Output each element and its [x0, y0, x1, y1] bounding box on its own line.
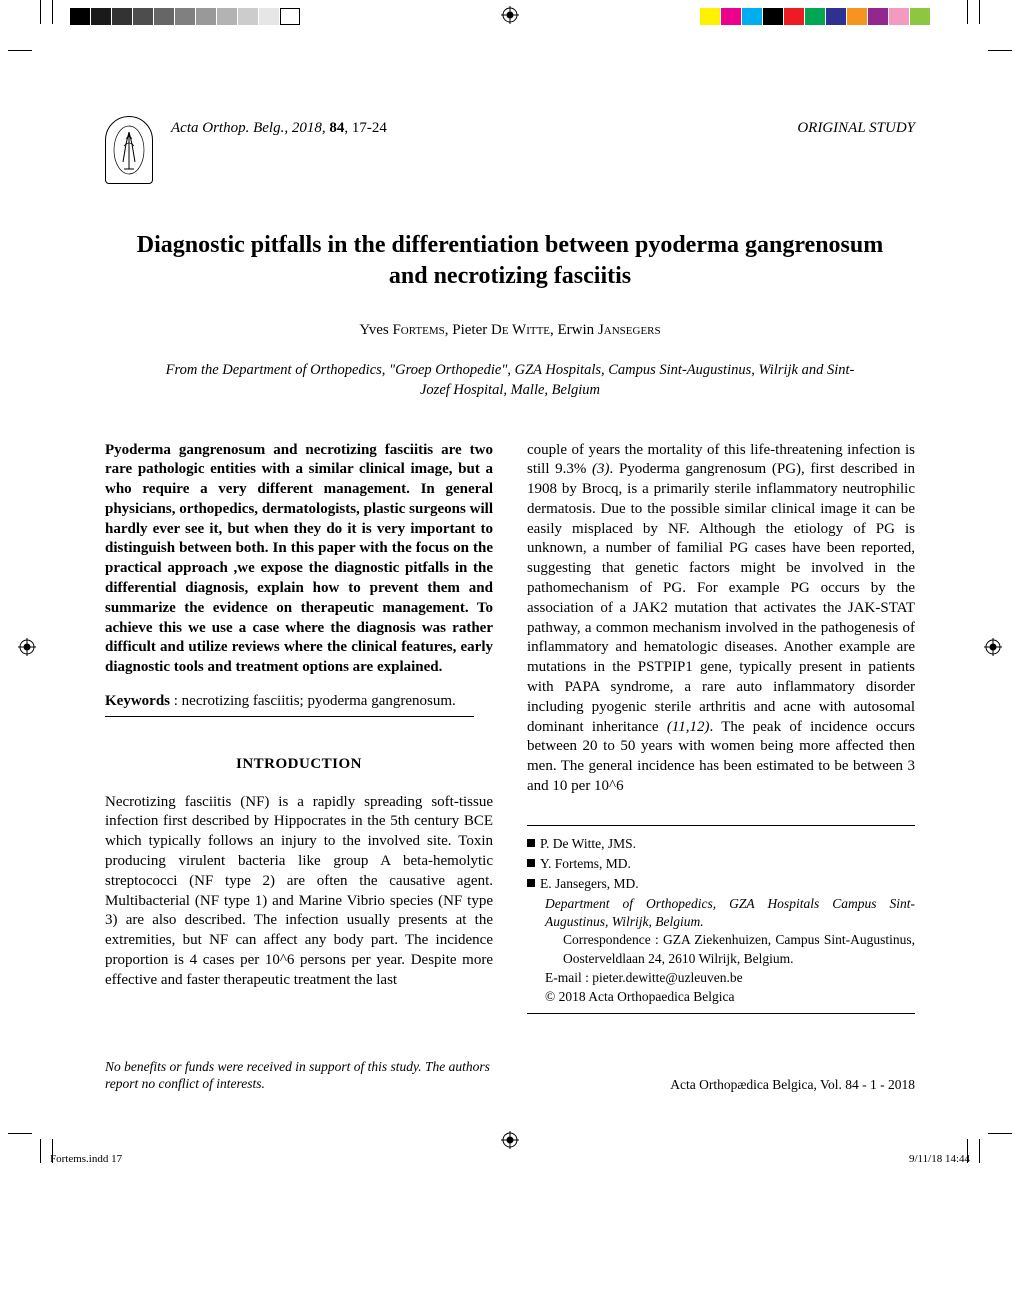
correspondence-text: Correspondence : GZA Ziekenhuizen, Campu… [563, 932, 915, 966]
article-footer: No benefits or funds were received in su… [105, 1058, 915, 1093]
author-email: E-mail : pieter.dewitte@uzleuven.be [527, 969, 915, 988]
gray-calibration-bar [70, 8, 300, 25]
author-first: Yves [359, 322, 392, 338]
citation-year: , 2018, [284, 120, 329, 136]
author-info-line: E. Jansegers, MD. [527, 874, 915, 894]
right-column: couple of years the mortality of this li… [527, 441, 915, 1014]
crop-mark [967, 0, 968, 24]
indesign-filename: Fortems.indd 17 [50, 1153, 122, 1165]
author-surname: Jansegers [598, 322, 661, 338]
swatch [847, 8, 867, 25]
swatch [910, 8, 930, 25]
keywords-line: Keywords : necrotizing fasciitis; pyoder… [105, 692, 493, 712]
printer-marks-top [0, 0, 1020, 36]
swatch [280, 8, 300, 25]
copyright-notice: © 2018 Acta Orthopaedica Belgica [527, 988, 915, 1007]
article-citation: Acta Orthop. Belg., 2018, 84, 17-24 [171, 120, 387, 137]
citation-ref: (11,12) [667, 719, 710, 735]
introduction-paragraph-left: Necrotizing fasciitis (NF) is a rapidly … [105, 793, 493, 991]
swatch [700, 8, 720, 25]
abstract-text: Pyoderma gangrenosum and necrotizing fas… [105, 441, 493, 679]
citation-volume: 84 [329, 120, 344, 136]
keywords-value: : necrotizing fasciitis; pyoderma gangre… [170, 693, 456, 709]
swatch [763, 8, 783, 25]
article-title: Diagnostic pitfalls in the differentiati… [135, 230, 885, 292]
registration-mark-icon [501, 1131, 519, 1149]
introduction-heading: INTRODUCTION [105, 755, 493, 775]
journal-logo-icon [105, 116, 153, 184]
swatch [826, 8, 846, 25]
swatch [805, 8, 825, 25]
divider [105, 716, 474, 717]
author-name: P. De Witte, JMS. [540, 836, 636, 851]
crop-mark [979, 0, 980, 24]
swatch [70, 8, 90, 25]
registration-mark-icon [501, 6, 519, 24]
crop-mark [8, 1133, 32, 1134]
author-info-line: P. De Witte, JMS. [527, 834, 915, 854]
two-column-body: Pyoderma gangrenosum and necrotizing fas… [105, 441, 915, 1014]
journal-name: Acta Orthop. Belg. [171, 120, 284, 136]
swatch [217, 8, 237, 25]
keywords-label: Keywords [105, 693, 170, 709]
swatch [91, 8, 111, 25]
author-line: Yves Fortems, Pieter De Witte, Erwin Jan… [105, 322, 915, 339]
article-header: Acta Orthop. Belg., 2018, 84, 17-24 ORIG… [105, 116, 915, 184]
swatch [868, 8, 888, 25]
swatch [238, 8, 258, 25]
divider [527, 1013, 915, 1014]
printer-marks-bottom [0, 1133, 1020, 1153]
swatch [196, 8, 216, 25]
swatch [784, 8, 804, 25]
text-segment: . Pyoderma gangrenosum (PG), first descr… [527, 461, 915, 734]
swatch [133, 8, 153, 25]
author-affiliation: From the Department of Orthopedics, "Gro… [165, 361, 855, 400]
author-name: Y. Fortems, MD. [540, 856, 631, 871]
author-surname: De Witte [491, 322, 550, 338]
color-calibration-bar [700, 8, 930, 25]
correspondence-address: Correspondence : GZA Ziekenhuizen, Campu… [545, 931, 915, 969]
author-info-line: Y. Fortems, MD. [527, 854, 915, 874]
swatch [259, 8, 279, 25]
bullet-icon [527, 879, 535, 887]
swatch [889, 8, 909, 25]
crop-mark [988, 1133, 1012, 1134]
author-first: , Pieter [445, 322, 491, 338]
bullet-icon [527, 839, 535, 847]
crop-mark [52, 1139, 53, 1163]
swatch [742, 8, 762, 25]
author-department: Department of Orthopedics, GZA Hospitals… [527, 895, 915, 931]
author-name: E. Jansegers, MD. [540, 876, 639, 891]
crop-mark [52, 0, 53, 24]
swatch [154, 8, 174, 25]
swatch [112, 8, 132, 25]
citation-ref: (3) [592, 461, 610, 477]
citation-pages: , 17-24 [344, 120, 387, 136]
conflict-of-interest: No benefits or funds were received in su… [105, 1058, 494, 1093]
author-surname: Fortems [392, 322, 444, 338]
swatch [175, 8, 195, 25]
journal-volume-footer: Acta Orthopædica Belgica, Vol. 84 - 1 - … [670, 1077, 915, 1093]
print-file-footer: Fortems.indd 17 9/11/18 14:44 [0, 1153, 1020, 1175]
crop-mark [967, 1139, 968, 1163]
crop-mark [40, 0, 41, 24]
print-timestamp: 9/11/18 14:44 [909, 1153, 970, 1165]
page-content: Acta Orthop. Belg., 2018, 84, 17-24 ORIG… [0, 36, 1020, 1133]
bullet-icon [527, 859, 535, 867]
crop-mark [979, 1139, 980, 1163]
divider [527, 825, 915, 826]
article-type: ORIGINAL STUDY [797, 120, 915, 137]
introduction-paragraph-right: couple of years the mortality of this li… [527, 441, 915, 797]
crop-mark [40, 1139, 41, 1163]
swatch [721, 8, 741, 25]
left-column: Pyoderma gangrenosum and necrotizing fas… [105, 441, 493, 1014]
author-first: , Erwin [550, 322, 598, 338]
